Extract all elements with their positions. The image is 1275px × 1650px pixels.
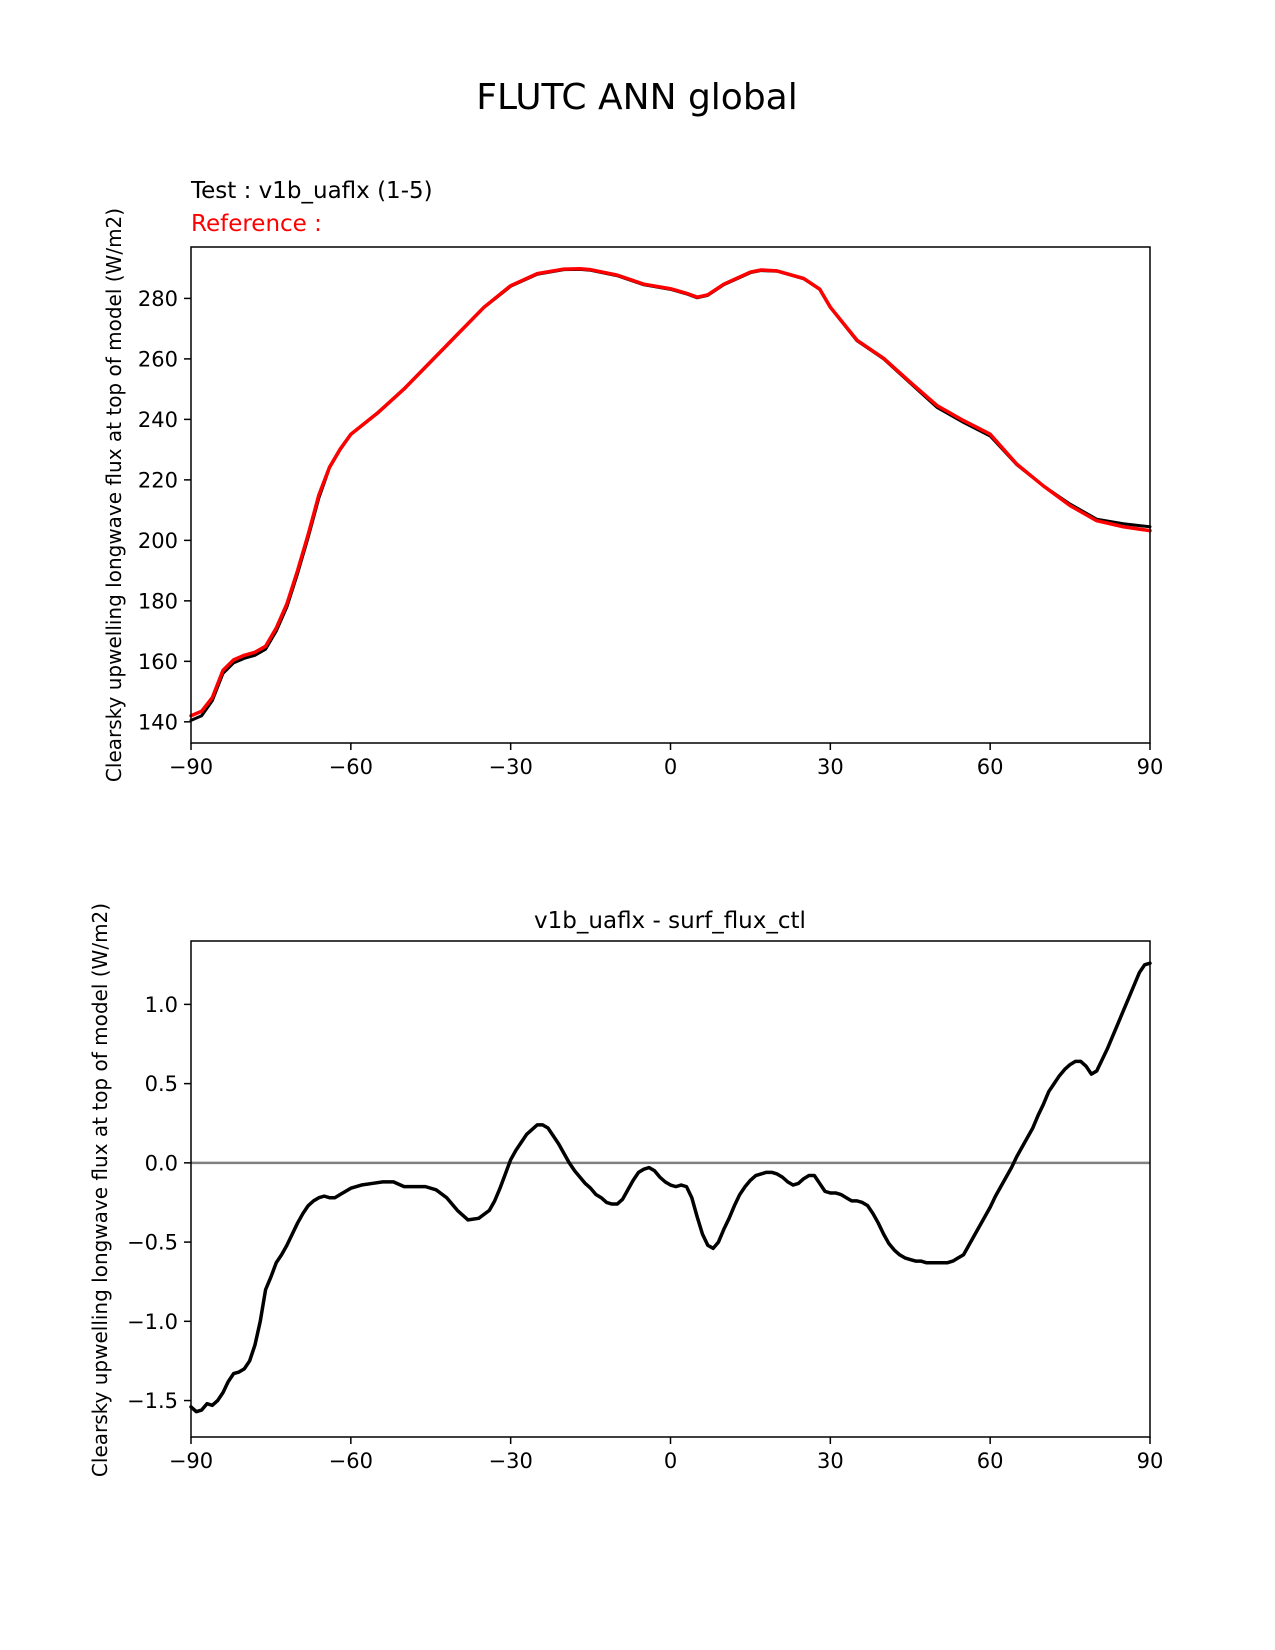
top-panel: Test : v1b_uaflx (1-5) Reference : Clear… bbox=[102, 178, 1163, 782]
top-x-tick-label: −60 bbox=[329, 755, 373, 779]
bottom-x-tick-label: −60 bbox=[329, 1449, 373, 1473]
top-series-test bbox=[189, 267, 1152, 722]
bottom-y-axis-label: Clearsky upwelling longwave flux at top … bbox=[88, 903, 112, 1477]
bottom-series-v1b-uaflx-surf-flux-ctl bbox=[189, 961, 1152, 1414]
bottom-x-tick-label: 90 bbox=[1137, 1449, 1164, 1473]
top-y-tick-label: 180 bbox=[138, 589, 178, 613]
bottom-x-tick-label: 30 bbox=[817, 1449, 844, 1473]
top-y-tick-label: 200 bbox=[138, 529, 178, 553]
top-x-tick-label: 90 bbox=[1137, 755, 1164, 779]
bottom-x-tick-label: 0 bbox=[664, 1449, 677, 1473]
bottom-x-tick-label: −90 bbox=[169, 1449, 213, 1473]
top-y-tick-label: 240 bbox=[138, 408, 178, 432]
bottom-x-tick-label: 60 bbox=[977, 1449, 1004, 1473]
top-y-tick-label: 280 bbox=[138, 287, 178, 311]
bottom-y-tick-label: 0.0 bbox=[145, 1151, 178, 1175]
bottom-axes-frame bbox=[190, 940, 1151, 1438]
reference-label: Reference : bbox=[191, 211, 322, 237]
figure-title: FLUTC ANN global bbox=[476, 77, 798, 118]
top-x-tick-label: 0 bbox=[664, 755, 677, 779]
top-x-tick-label: −90 bbox=[169, 755, 213, 779]
bottom-y-tick-label: −0.5 bbox=[127, 1231, 178, 1255]
top-x-tick-label: 60 bbox=[977, 755, 1004, 779]
bottom-plot-area: −90 −60 −30 0 30 60 90 −1.5 −1.0 −0.5 0.0 0.5 1.0 bbox=[127, 940, 1164, 1473]
top-series-reference bbox=[189, 267, 1152, 718]
bottom-y-tick-label: 1.0 bbox=[145, 993, 178, 1017]
top-y-axis-label: Clearsky upwelling longwave flux at top … bbox=[102, 208, 126, 782]
bottom-x-tick-label: −30 bbox=[489, 1449, 533, 1473]
bottom-y-tick-label: −1.5 bbox=[127, 1389, 178, 1413]
bottom-y-tick-label: 0.5 bbox=[145, 1072, 178, 1096]
test-label: Test : v1b_uaflx (1-5) bbox=[190, 178, 433, 204]
bottom-y-tick-label: −1.0 bbox=[127, 1310, 178, 1334]
bottom-panel-title: v1b_uaflx - surf_flux_ctl bbox=[534, 908, 806, 934]
top-axes-frame bbox=[190, 246, 1151, 744]
top-x-tick-label: −30 bbox=[489, 755, 533, 779]
top-x-tick-label: 30 bbox=[817, 755, 844, 779]
bottom-panel: v1b_uaflx - surf_flux_ctl Clearsky upwel… bbox=[88, 903, 1163, 1477]
top-y-tick-label: 140 bbox=[138, 710, 178, 734]
top-y-tick-label: 260 bbox=[138, 347, 178, 371]
top-y-tick-label: 220 bbox=[138, 468, 178, 492]
top-plot-area: −90 −60 −30 0 30 60 90 140 160 180 200 220 240 260 280 bbox=[138, 246, 1164, 779]
top-y-tick-label: 160 bbox=[138, 650, 178, 674]
